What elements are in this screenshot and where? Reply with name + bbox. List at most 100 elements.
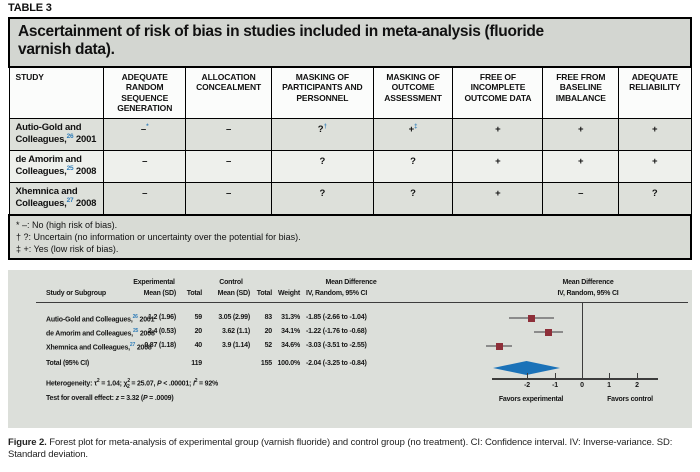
column-header-incomplete-data: FREE OF INCOMPLETE OUTCOME DATA: [452, 66, 544, 120]
risk-cell: ?: [372, 181, 454, 216]
risk-cell: +: [542, 150, 620, 183]
risk-of-bias-table: Ascertainment of risk of bias in studies…: [8, 17, 692, 261]
forest-header-mean-sd-ctrl: Mean (SD): [217, 290, 251, 297]
risk-cell: –: [185, 118, 273, 151]
risk-cell: +: [618, 150, 692, 183]
x-axis: [492, 378, 658, 380]
risk-cell: –: [185, 150, 273, 183]
reference-superscript: 27: [129, 342, 136, 348]
cell-total-exp: 40: [194, 342, 203, 349]
effect-marker: [545, 328, 552, 336]
figure-caption: Figure 2. Forest plot for meta-analysis …: [8, 437, 673, 461]
table-title-row: Ascertainment of risk of bias in studies…: [8, 17, 692, 68]
risk-cell: –: [185, 181, 273, 216]
table-label: TABLE 3: [8, 2, 52, 14]
risk-cell: ?: [271, 181, 374, 216]
risk-cell: +: [542, 118, 620, 151]
reference-superscript: 25: [132, 328, 139, 334]
cell-total-ctrl: 52: [264, 342, 273, 349]
total-md-ci: -2.04 (-3.25 to -0.84): [306, 360, 367, 367]
axis-tick: [527, 373, 528, 378]
effect-marker: [496, 342, 503, 350]
table-row: de Amorim and Colleagues,25 2008 – – ? ?…: [8, 150, 692, 183]
column-header-random-sequence: ADEQUATE RANDOM SEQUENCE GENERATION: [103, 66, 187, 120]
cell-total-ctrl: 83: [264, 314, 273, 321]
forest-plot-panel: Experimental Control Mean Difference Mea…: [8, 270, 692, 428]
axis-tick: [555, 373, 556, 378]
column-header-study: STUDY: [8, 66, 105, 120]
footnote: ‡ +: Yes (low risk of bias).: [16, 244, 119, 255]
column-header-baseline-imbalance: FREE FROM BASELINE IMBALANCE: [542, 66, 620, 120]
risk-cell: –: [542, 181, 620, 216]
footnote: † ?: Uncertain (no information or uncert…: [16, 232, 301, 243]
table-footnotes-row: * –: No (high risk of bias). † ?: Uncert…: [8, 213, 692, 261]
forest-header-md: Mean Difference: [325, 279, 377, 286]
total-exp: 119: [191, 360, 202, 367]
risk-cell: +: [452, 181, 544, 216]
favors-experimental-label: Favors experimental: [498, 396, 564, 403]
reference-superscript: 25: [66, 165, 74, 173]
column-header-reliability: ADEQUATE RELIABILITY: [618, 66, 692, 120]
study-cell: Autio-Gold and Colleagues,26 2001: [8, 118, 105, 151]
forest-header-md2: IV, Random, 95% CI: [306, 290, 368, 297]
axis-tick-label: 2: [635, 382, 639, 389]
risk-cell: +: [452, 118, 544, 151]
forest-header-control: Control: [219, 279, 243, 286]
forest-row-study: de Amorim and Colleagues,25 2008: [46, 328, 155, 338]
overall-effect-line: Test for overall effect: z = 3.32 (P = .…: [46, 395, 174, 402]
heterogeneity-line: Heterogeneity: τ2 = 1.04; χ22 = 25.07, P…: [46, 378, 219, 390]
risk-cell: +: [618, 118, 692, 151]
cell-md-ci: -1.22 (-1.76 to -0.68): [306, 328, 367, 335]
column-header-masking-outcome: MASKING OF OUTCOME ASSESSMENT: [372, 66, 454, 120]
risk-cell: +‡: [372, 118, 454, 151]
cell-total-exp: 59: [194, 314, 203, 321]
cell-mean-exp: 0.87 (1.18): [144, 342, 176, 349]
header-rule: [36, 302, 688, 303]
axis-tick-label: 1: [607, 382, 611, 389]
table-row: Autio-Gold and Colleagues,26 2001 –* – ?…: [8, 118, 692, 151]
risk-cell: ?†: [271, 118, 374, 151]
cell-mean-exp: 1.2 (1.96): [148, 314, 176, 321]
reference-superscript: 27: [66, 197, 74, 205]
column-header-allocation: ALLOCATION CONCEALMENT: [185, 66, 273, 120]
forest-header-study: Study or Subgroup: [46, 290, 106, 297]
axis-tick-label: -2: [524, 382, 530, 389]
cell-md-ci: -1.85 (-2.66 to -1.04): [306, 314, 367, 321]
cell-mean-ctrl: 3.62 (1.1): [222, 328, 250, 335]
footnote: * –: No (high risk of bias).: [16, 219, 118, 230]
forest-row-study: Autio-Gold and Colleagues,26 2001: [46, 314, 155, 324]
study-cell: de Amorim and Colleagues,25 2008: [8, 150, 105, 183]
risk-cell: ?: [271, 150, 374, 183]
cell-total-exp: 20: [194, 328, 203, 335]
risk-cell: –: [103, 150, 187, 183]
zero-line: [582, 303, 583, 378]
risk-cell: –*: [103, 118, 187, 151]
axis-tick: [637, 373, 638, 378]
forest-row-study: Xhemnica and Colleagues,27 2008: [46, 342, 152, 352]
cell-mean-exp: 2.4 (0.53): [148, 328, 176, 335]
risk-cell: ?: [372, 150, 454, 183]
cell-total-ctrl: 20: [264, 328, 273, 335]
column-header-masking-participants: MASKING OF PARTICIPANTS AND PERSONNEL: [271, 66, 374, 120]
risk-cell: ?: [618, 181, 692, 216]
cell-weight: 34.6%: [281, 342, 300, 349]
axis-tick: [609, 373, 610, 378]
table-row: Xhemnica and Colleagues,27 2008 – – ? ? …: [8, 181, 692, 216]
axis-tick-label: 0: [580, 382, 584, 389]
total-ctrl: 155: [260, 360, 272, 367]
cell-weight: 31.3%: [281, 314, 300, 321]
forest-header-md-plot: Mean Difference: [562, 279, 614, 286]
table-header-row: STUDY ADEQUATE RANDOM SEQUENCE GENERATIO…: [8, 66, 692, 120]
cell-mean-ctrl: 3.9 (1.14): [222, 342, 250, 349]
study-cell: Xhemnica and Colleagues,27 2008: [8, 181, 105, 216]
forest-header-experimental: Experimental: [133, 279, 175, 286]
axis-tick-label: -1: [552, 382, 558, 389]
cell-mean-ctrl: 3.05 (2.99): [218, 314, 250, 321]
forest-header-total-ctrl: Total: [256, 290, 272, 297]
forest-header-total-exp: Total: [186, 290, 202, 297]
forest-header-md2-plot: IV, Random, 95% CI: [557, 290, 619, 297]
cell-weight: 34.1%: [281, 328, 300, 335]
reference-superscript: 26: [132, 314, 138, 320]
risk-cell: +: [452, 150, 544, 183]
